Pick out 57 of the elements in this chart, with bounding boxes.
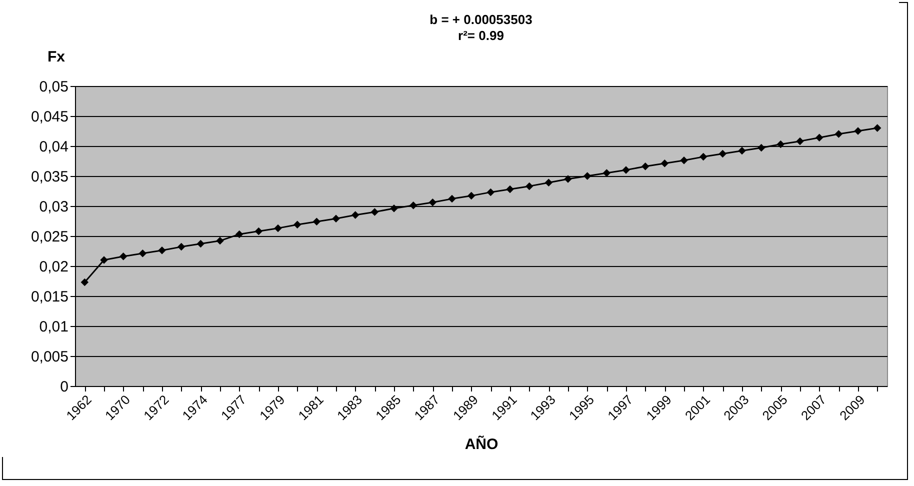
y-tick-label: 0,05 (39, 78, 68, 96)
point (815, 134, 824, 142)
point (448, 194, 456, 203)
point (622, 166, 630, 174)
point (486, 188, 495, 196)
point (718, 150, 727, 158)
point (138, 250, 147, 258)
point (216, 236, 224, 245)
y-tick-label: 0,035 (30, 168, 68, 186)
point (254, 227, 263, 236)
point (390, 204, 398, 212)
point (680, 156, 688, 164)
y-tick-label: 0,005 (30, 348, 68, 366)
y-tick-label: 0,01 (39, 318, 68, 336)
y-tick-label: 0,045 (30, 108, 68, 126)
point (312, 218, 321, 226)
point (196, 240, 205, 248)
point (738, 146, 746, 155)
point (467, 192, 476, 200)
y-tick-label: 0,015 (30, 288, 68, 306)
point (757, 144, 766, 152)
point (776, 140, 785, 148)
point (428, 198, 437, 206)
point (177, 242, 186, 251)
point (293, 220, 302, 228)
point (274, 224, 282, 232)
point (660, 160, 669, 168)
point (119, 252, 128, 260)
point (100, 256, 108, 264)
point (583, 172, 592, 180)
point (854, 127, 862, 135)
point (525, 182, 534, 190)
point (699, 152, 708, 161)
point (80, 278, 89, 286)
text: b = + 0.00053503 (430, 12, 532, 27)
point (158, 246, 166, 254)
y-tick-label: 0,025 (30, 228, 68, 246)
y-tick-label: 0,02 (39, 258, 68, 276)
point (235, 230, 244, 238)
y-tick-label: 0,04 (39, 138, 68, 156)
point (332, 214, 340, 222)
y-tick-label: 0,03 (39, 198, 68, 216)
point (641, 162, 650, 170)
point (564, 175, 572, 183)
point (873, 124, 882, 132)
point (351, 211, 360, 219)
point (544, 178, 553, 186)
point (834, 130, 843, 138)
text: r²= 0.99 (458, 28, 504, 43)
y-tick-label: 0 (60, 378, 68, 396)
y-axis-title: Fx (48, 48, 66, 66)
point (602, 169, 611, 177)
x-axis-title: AÑO (464, 435, 498, 454)
point (370, 208, 379, 216)
point (409, 202, 418, 210)
point (796, 137, 804, 146)
point (506, 185, 514, 194)
